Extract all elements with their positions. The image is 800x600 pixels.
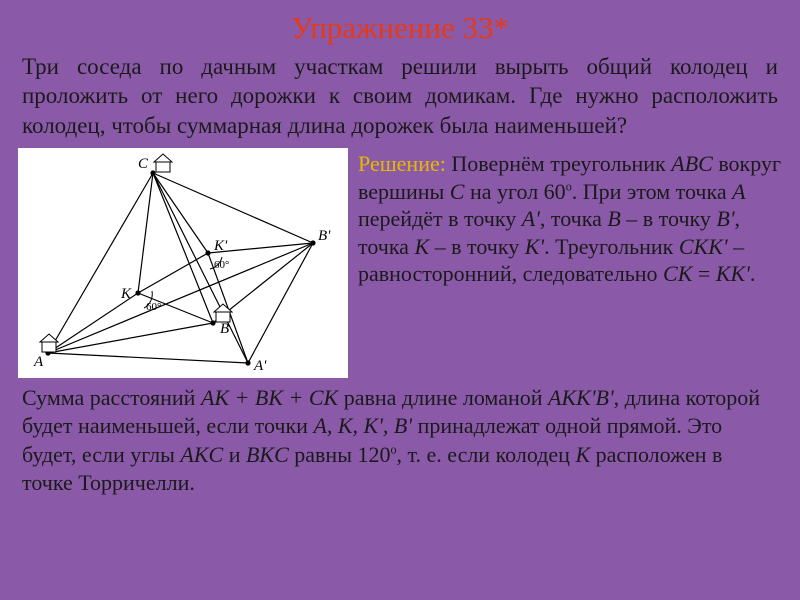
t: перейдёт в точку xyxy=(358,206,522,231)
t: – в точку xyxy=(429,234,525,259)
sym-a: A xyxy=(732,179,745,204)
sym-ap: A' xyxy=(522,206,540,231)
sym-c: C xyxy=(450,179,465,204)
svg-text:60°: 60° xyxy=(146,301,161,313)
sym-list: A, K, K', B' xyxy=(313,413,412,438)
problem-text: Три соседа по дачным участкам решили выр… xyxy=(0,52,800,148)
sym-ckkp: CKK' xyxy=(679,234,728,259)
sym-bp: B' xyxy=(716,206,734,231)
sym-abc: ABC xyxy=(671,151,713,176)
eq: = xyxy=(692,261,715,286)
sym-k2: K xyxy=(575,442,590,467)
conclusion-text: Сумма расстояний AK + BK + CK равна длин… xyxy=(0,378,800,497)
sym-b: B xyxy=(607,206,620,231)
svg-text:C: C xyxy=(138,156,149,172)
t: . Треугольник xyxy=(544,234,679,259)
svg-text:K': K' xyxy=(213,238,228,254)
svg-text:A: A xyxy=(33,354,44,370)
svg-text:B': B' xyxy=(318,228,331,244)
t: и xyxy=(223,442,246,467)
solution-text: Решение: Повернём треугольник ABC вокруг… xyxy=(358,148,782,378)
sym-akc: AKC xyxy=(180,442,223,467)
sym-k: K xyxy=(414,234,429,259)
sym-bkc: BKC xyxy=(246,442,289,467)
svg-text:B: B xyxy=(220,321,229,337)
svg-text:60°: 60° xyxy=(214,259,229,271)
t: равна длине ломаной xyxy=(338,385,548,410)
sym-ck: CK xyxy=(663,261,692,286)
per: . xyxy=(750,261,756,286)
t: на угол 60 xyxy=(464,179,565,204)
t: Повернём треугольник xyxy=(446,151,671,176)
exercise-title: Упражнение 33* xyxy=(0,0,800,52)
t: , т. е. если колодец xyxy=(397,442,576,467)
sym-kp: K' xyxy=(525,234,544,259)
sym-sum: AK + BK + CK xyxy=(201,385,338,410)
svg-text:A': A' xyxy=(253,358,267,374)
svg-text:K: K xyxy=(120,286,132,302)
t: равны 120 xyxy=(289,442,391,467)
middle-row: ABCA'B'KK'60°60° Решение: Повернём треуг… xyxy=(0,148,800,378)
t: – в точку xyxy=(621,206,717,231)
sym-akkpbp: AKK'B' xyxy=(548,385,614,410)
t: , точка xyxy=(540,206,607,231)
geometry-figure: A B C A' B' K K' 60° 60° xyxy=(18,148,348,378)
solution-label: Решение: xyxy=(358,151,446,176)
t: Сумма расстояний xyxy=(22,385,201,410)
t: . При этом точка xyxy=(572,179,732,204)
sym-kkp: KK' xyxy=(716,261,750,286)
